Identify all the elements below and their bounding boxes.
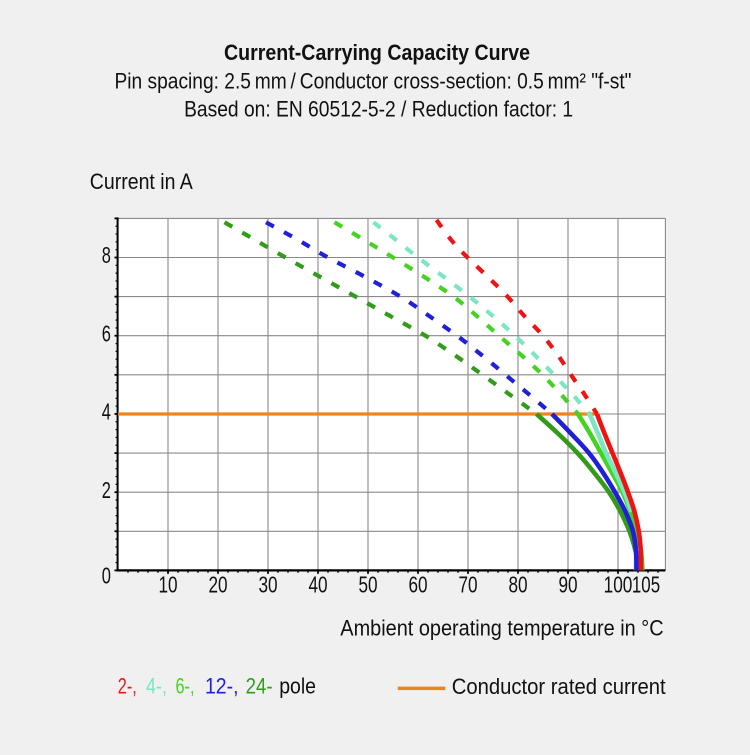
svg-text:12-,: 12-, xyxy=(205,674,239,699)
svg-text:8: 8 xyxy=(102,244,111,269)
svg-text:6-,: 6-, xyxy=(176,674,195,699)
svg-text:Current in A: Current in A xyxy=(90,169,193,194)
svg-text:90: 90 xyxy=(558,572,577,598)
svg-text:30: 30 xyxy=(258,572,277,598)
svg-text:10: 10 xyxy=(158,572,177,598)
svg-text:Based on: EN 60512-5-2 / Reduc: Based on: EN 60512-5-2 / Reduction facto… xyxy=(184,97,573,122)
svg-text:Current-Carrying Capacity Curv: Current-Carrying Capacity Curve xyxy=(224,40,530,65)
svg-text:50: 50 xyxy=(358,572,377,598)
svg-text:2: 2 xyxy=(102,478,111,503)
svg-text:20: 20 xyxy=(208,572,227,598)
svg-text:2-,: 2-, xyxy=(118,674,137,699)
svg-text:4: 4 xyxy=(102,400,111,425)
svg-text:Conductor rated current: Conductor rated current xyxy=(452,674,666,699)
svg-text:pole: pole xyxy=(279,674,316,699)
svg-text:70: 70 xyxy=(458,572,477,598)
svg-text:105: 105 xyxy=(632,572,660,598)
svg-text:6: 6 xyxy=(102,322,111,347)
svg-text:Ambient operating temperature: Ambient operating temperature in °C xyxy=(340,615,663,640)
svg-text:60: 60 xyxy=(408,572,427,598)
svg-text:24-: 24- xyxy=(246,674,273,699)
svg-text:0: 0 xyxy=(102,564,111,589)
svg-text:4-,: 4-, xyxy=(146,674,167,699)
svg-text:Pin spacing: 2.5 mm / Conducto: Pin spacing: 2.5 mm / Conductor cross-se… xyxy=(115,68,632,93)
svg-text:40: 40 xyxy=(308,572,327,598)
svg-text:100: 100 xyxy=(604,572,633,598)
svg-text:80: 80 xyxy=(508,572,527,598)
